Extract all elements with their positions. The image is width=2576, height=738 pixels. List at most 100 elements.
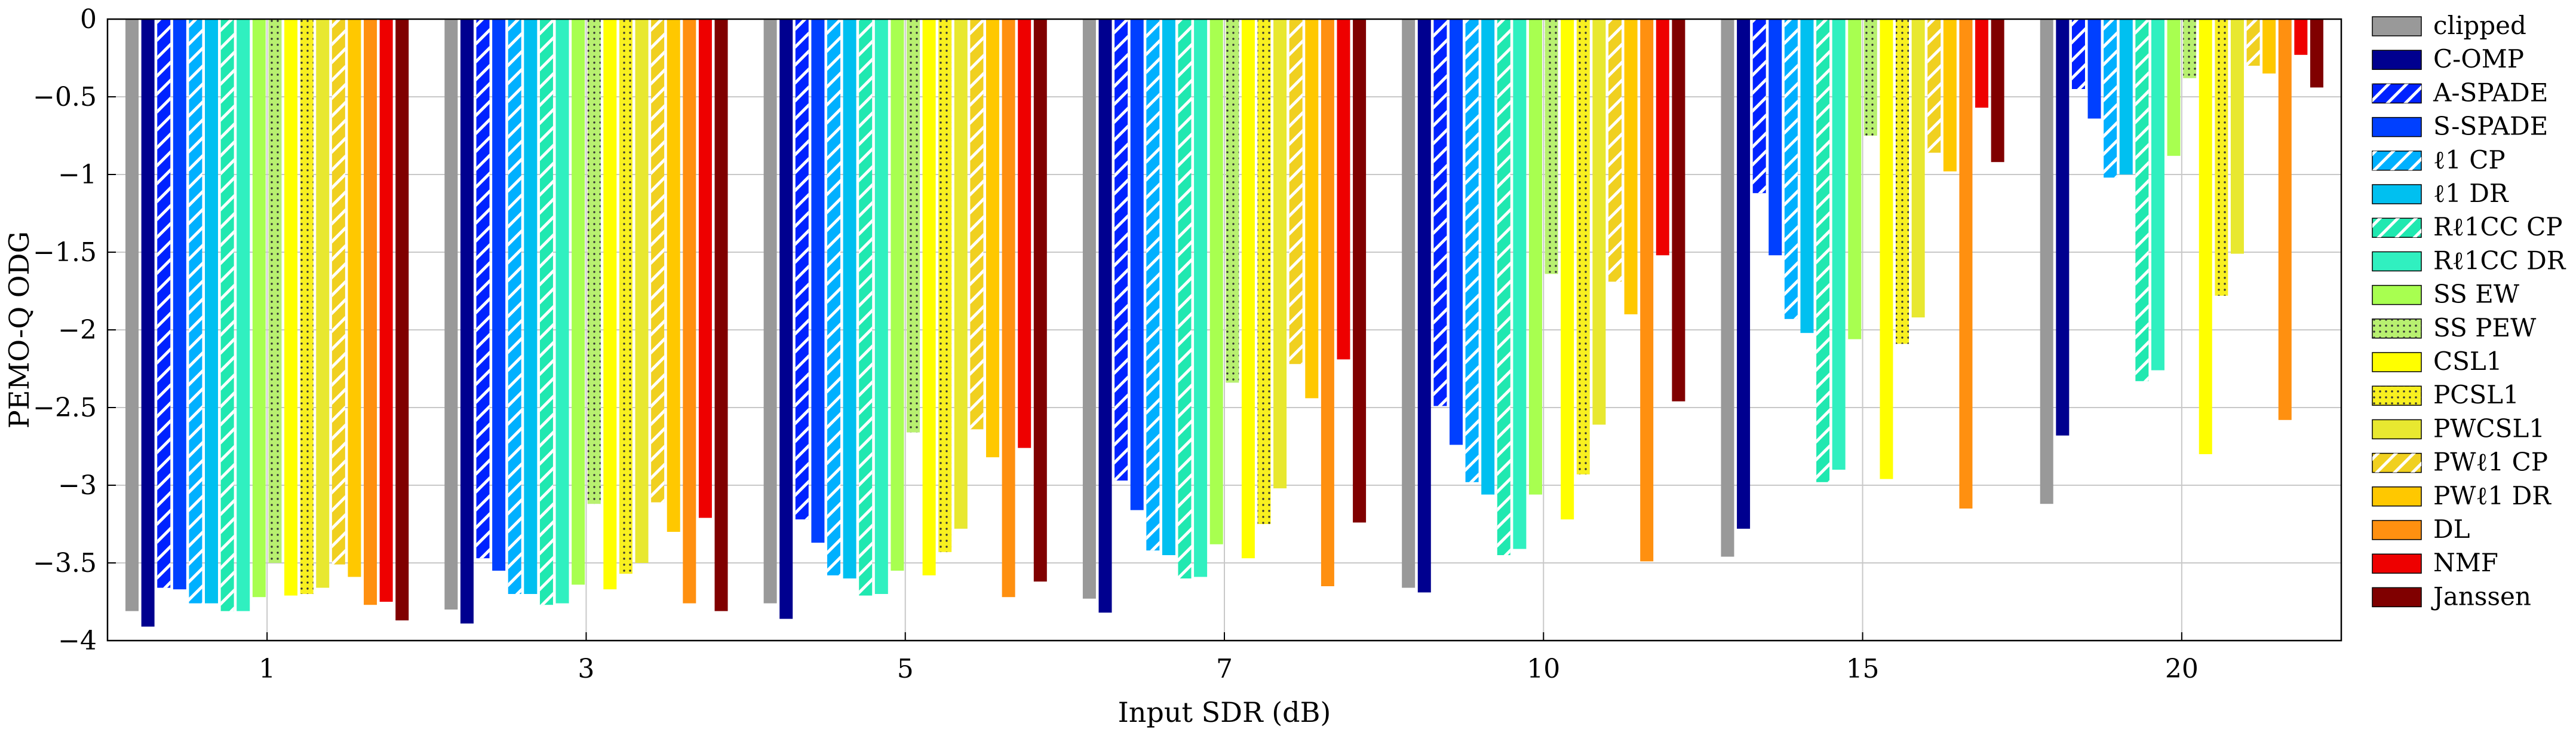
axis-ticks: 0 −0.5 −1 −1.5 −2 −2.5 −3 −3.5 −4 1 3 5 7 10 15 20 — [33, 4, 2199, 684]
bar-hatch-overlay — [1576, 19, 1590, 474]
bar — [524, 19, 538, 594]
legend-label: PWCSL1 — [2433, 414, 2545, 443]
bar — [1098, 19, 1112, 613]
bar-hatch-overlay — [1927, 19, 1941, 153]
bar — [2151, 19, 2164, 370]
bar-hatch-overlay — [619, 19, 633, 574]
bar — [954, 19, 968, 529]
bar — [1592, 19, 1606, 425]
bar — [1672, 19, 1685, 402]
legend-label: SS PEW — [2433, 313, 2537, 342]
bar — [1162, 19, 1175, 555]
bar-hatch-overlay — [189, 19, 202, 604]
bar-hatch-overlay — [157, 19, 171, 588]
legend-swatch — [2372, 284, 2422, 305]
legend-swatch — [2372, 419, 2422, 440]
bar — [555, 19, 569, 604]
bar — [2262, 19, 2276, 74]
x-tick-label: 3 — [578, 654, 594, 684]
bar — [1209, 19, 1223, 544]
legend-swatch — [2372, 486, 2422, 507]
x-tick-label: 1 — [259, 654, 275, 684]
legend-entry: SS PEW — [2372, 313, 2537, 342]
bar — [635, 19, 649, 563]
bar — [2119, 19, 2133, 174]
bar — [1449, 19, 1463, 445]
bar — [2056, 19, 2070, 436]
bar — [316, 19, 330, 588]
bar — [1832, 19, 1846, 470]
legend-entry: S-SPADE — [2372, 112, 2548, 141]
legend-swatch — [2372, 184, 2422, 204]
bar — [922, 19, 936, 575]
legend-label: C-OMP — [2433, 44, 2524, 74]
bar — [1273, 19, 1287, 489]
y-tick-label: −2.5 — [33, 393, 97, 423]
legend-entry: PWCSL1 — [2372, 414, 2545, 443]
grid-lines — [108, 19, 2341, 641]
bar — [1911, 19, 1925, 318]
bar — [1337, 19, 1350, 360]
x-axis-title: Input SDR (dB) — [1118, 696, 1331, 728]
bar — [683, 19, 696, 604]
bar — [1768, 19, 1782, 256]
y-tick-label: −4 — [58, 626, 97, 656]
bar — [2199, 19, 2212, 454]
bar — [364, 19, 377, 605]
legend-label: S-SPADE — [2433, 112, 2548, 141]
bar-hatch-overlay — [1545, 19, 1558, 274]
bar — [1513, 19, 1527, 549]
bar — [284, 19, 298, 596]
legend-label: ℓ1 DR — [2433, 179, 2509, 208]
bar — [1656, 19, 1669, 256]
bar — [1975, 19, 1989, 108]
bar-hatch-overlay — [2135, 19, 2149, 381]
bar-hatch-overlay — [1289, 19, 1303, 365]
legend-entry: NMF — [2372, 548, 2498, 577]
bar — [1002, 19, 1015, 598]
legend-label: PWℓ1 DR — [2433, 481, 2552, 510]
bar-hatch-overlay — [1608, 19, 1622, 282]
legend-entry: ℓ1 CP — [2372, 145, 2506, 174]
bar-hatch-overlay — [268, 19, 282, 563]
bar-hatch-overlay — [2183, 19, 2197, 78]
legend-swatch — [2372, 50, 2422, 70]
bar-hatch-overlay — [539, 19, 553, 605]
bar — [1528, 19, 1542, 495]
bar — [1721, 19, 1734, 557]
bar-hatch-overlay — [2104, 19, 2117, 178]
bar — [1959, 19, 1973, 509]
bar — [698, 19, 712, 518]
legend-swatch — [2372, 553, 2422, 574]
bar — [1033, 19, 1047, 582]
bar-hatch-overlay — [859, 19, 873, 596]
bar-hatch-overlay — [508, 19, 521, 594]
bar — [1305, 19, 1319, 399]
bar-hatch-overlay — [331, 19, 345, 565]
bar-hatch-overlay — [1433, 19, 1447, 406]
bar — [763, 19, 777, 604]
bar-hatch-overlay — [907, 19, 920, 433]
legend-label: clipped — [2433, 11, 2526, 40]
legend-entry: C-OMP — [2372, 44, 2524, 74]
legend-label: CSL1 — [2433, 347, 2503, 376]
bar — [2278, 19, 2292, 420]
bar-hatch-overlay — [795, 19, 809, 520]
bar — [891, 19, 904, 571]
legend-swatch-hatch — [2372, 218, 2421, 238]
legend-swatch-hatch — [2372, 386, 2421, 406]
legend-label: SS EW — [2433, 280, 2520, 309]
bar — [1640, 19, 1654, 562]
legend-entry: clipped — [2372, 11, 2526, 40]
bar — [1481, 19, 1495, 495]
bar — [1848, 19, 1862, 339]
bar — [1737, 19, 1751, 529]
bar — [843, 19, 856, 578]
legend-swatch-hatch — [2372, 84, 2421, 103]
x-tick-label: 5 — [897, 654, 914, 684]
bar-hatch-overlay — [300, 19, 314, 594]
legend-label: A-SPADE — [2433, 78, 2548, 107]
legend-entry: Janssen — [2372, 581, 2531, 611]
legend-entry: SS EW — [2372, 280, 2520, 309]
bar-hatch-overlay — [476, 19, 490, 559]
